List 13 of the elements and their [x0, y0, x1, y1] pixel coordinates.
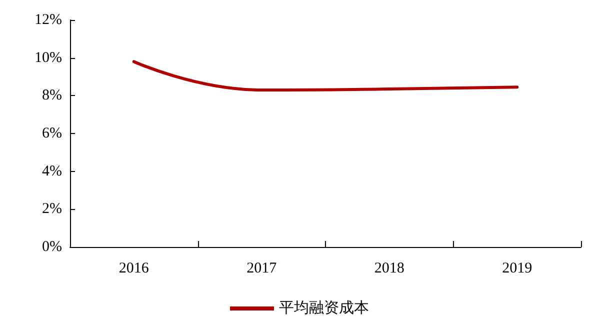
x-tick-label: 2017: [246, 260, 278, 276]
x-tick-label: 2018: [374, 260, 404, 276]
y-tick-label: 0%: [42, 239, 62, 255]
legend-label: 平均融资成本: [279, 300, 369, 316]
line-series: [132, 60, 519, 92]
y-tick-label: 6%: [42, 126, 62, 142]
y-tick-label: 4%: [42, 163, 62, 180]
x-tick-label: 2019: [502, 260, 532, 276]
y-tick-label: 2%: [42, 201, 62, 218]
y-tick-label: 10%: [34, 50, 62, 66]
y-tick-label: 8%: [42, 88, 62, 104]
y-tick-label: 12%: [34, 12, 62, 28]
x-tick-label: 2016: [118, 260, 150, 276]
